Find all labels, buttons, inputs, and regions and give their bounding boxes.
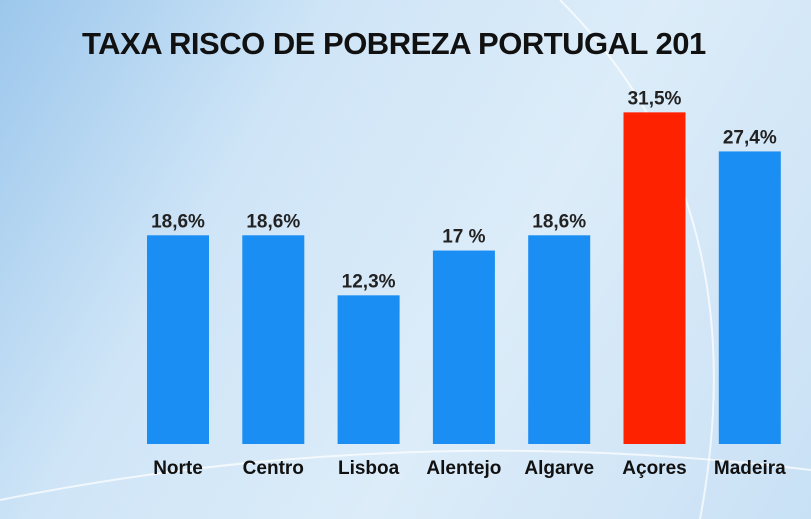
bar-norte bbox=[147, 235, 209, 444]
value-label: 12,3% bbox=[342, 271, 396, 292]
bar-centro bbox=[242, 235, 305, 444]
chart-title: TAXA RISCO DE POBREZA PORTUGAL 201 bbox=[82, 26, 706, 61]
category-label: Norte bbox=[153, 458, 203, 479]
value-label: 18,6% bbox=[532, 211, 586, 232]
bar-lisboa bbox=[337, 295, 400, 444]
bar-alentejo bbox=[432, 250, 495, 444]
category-label: Alentejo bbox=[426, 458, 501, 479]
category-label: Algarve bbox=[524, 458, 594, 479]
bar-algarve bbox=[528, 235, 591, 444]
category-label: Madeira bbox=[714, 458, 786, 479]
value-label: 27,4% bbox=[723, 127, 777, 148]
background-swoosh bbox=[0, 449, 811, 501]
category-label: Açores bbox=[622, 458, 686, 479]
value-label: 18,6% bbox=[246, 211, 300, 232]
category-label: Lisboa bbox=[338, 458, 400, 479]
category-label: Centro bbox=[243, 458, 304, 479]
value-label: 17 % bbox=[442, 227, 485, 248]
bar-açores bbox=[623, 112, 686, 444]
value-label: 31,5% bbox=[628, 88, 682, 109]
value-label: 18,6% bbox=[151, 211, 205, 232]
bar-madeira bbox=[718, 151, 781, 444]
background-swoosh bbox=[559, 0, 715, 519]
